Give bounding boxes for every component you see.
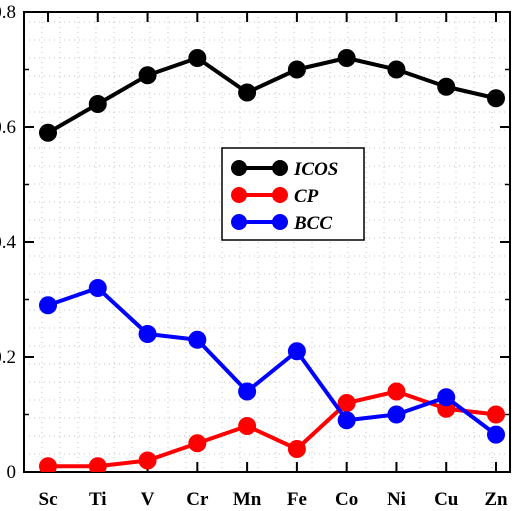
data-point <box>487 405 505 424</box>
data-point <box>437 77 456 96</box>
legend-marker <box>272 214 288 230</box>
data-point <box>188 330 207 349</box>
series-bcc <box>39 279 505 444</box>
data-point <box>387 60 406 79</box>
series-line <box>48 389 497 469</box>
data-point <box>138 66 157 85</box>
data-point <box>437 388 456 407</box>
y-tick-label: 0.6 <box>0 117 16 138</box>
series-icos <box>39 49 505 142</box>
data-point <box>287 440 306 458</box>
legend-item-cp: CP <box>231 186 319 207</box>
data-point <box>287 60 306 79</box>
data-point <box>188 434 207 453</box>
data-point <box>88 279 107 297</box>
data-point <box>188 49 207 67</box>
legend-marker <box>231 187 247 203</box>
data-point <box>337 394 356 412</box>
x-category-label: Cr <box>186 489 209 510</box>
x-category-label: Ti <box>89 489 107 510</box>
data-point <box>88 95 107 113</box>
legend-marker <box>231 160 247 176</box>
data-point <box>238 83 257 102</box>
x-category-label: Cu <box>434 489 459 510</box>
series-cp <box>39 382 505 472</box>
data-point <box>238 417 257 435</box>
legend-item-icos: ICOS <box>231 159 338 180</box>
legend-marker <box>231 214 247 230</box>
x-category-label: Mn <box>233 489 262 510</box>
y-tick-label: 0.8 <box>0 2 16 23</box>
legend-marker <box>272 160 288 176</box>
data-point <box>138 325 157 343</box>
legend-label: ICOS <box>293 159 338 180</box>
series-line <box>47 286 498 437</box>
x-category-label: Fe <box>287 489 307 510</box>
legend: ICOS CP BCC <box>221 147 365 241</box>
x-category-label: Ni <box>387 489 406 510</box>
y-tick-label: 0 <box>7 462 17 483</box>
y-tick-label: 0.2 <box>0 347 16 368</box>
x-category-label: Zn <box>484 489 508 510</box>
data-point <box>387 405 406 424</box>
data-point <box>88 457 107 472</box>
data-point <box>487 89 505 108</box>
legend-marker <box>272 187 288 203</box>
legend-item-bcc: BCC <box>231 213 332 234</box>
x-category-label: Co <box>335 489 358 510</box>
x-category-label: Sc <box>39 489 58 510</box>
series-line <box>46 56 497 135</box>
data-point <box>287 342 306 361</box>
data-point <box>138 451 157 470</box>
data-point <box>337 411 356 430</box>
series-layer <box>39 49 505 472</box>
data-point <box>238 382 257 401</box>
data-point <box>387 382 406 401</box>
x-category-label: V <box>141 489 155 510</box>
legend-label: CP <box>294 186 319 207</box>
grid <box>24 12 510 472</box>
data-point <box>39 457 57 472</box>
plot-frame <box>23 11 511 473</box>
y-tick-label: 0.4 <box>0 232 17 253</box>
data-point <box>337 49 356 67</box>
data-point <box>39 123 57 142</box>
legend-label: BCC <box>293 213 332 234</box>
data-point <box>39 296 57 315</box>
data-point <box>487 425 505 444</box>
